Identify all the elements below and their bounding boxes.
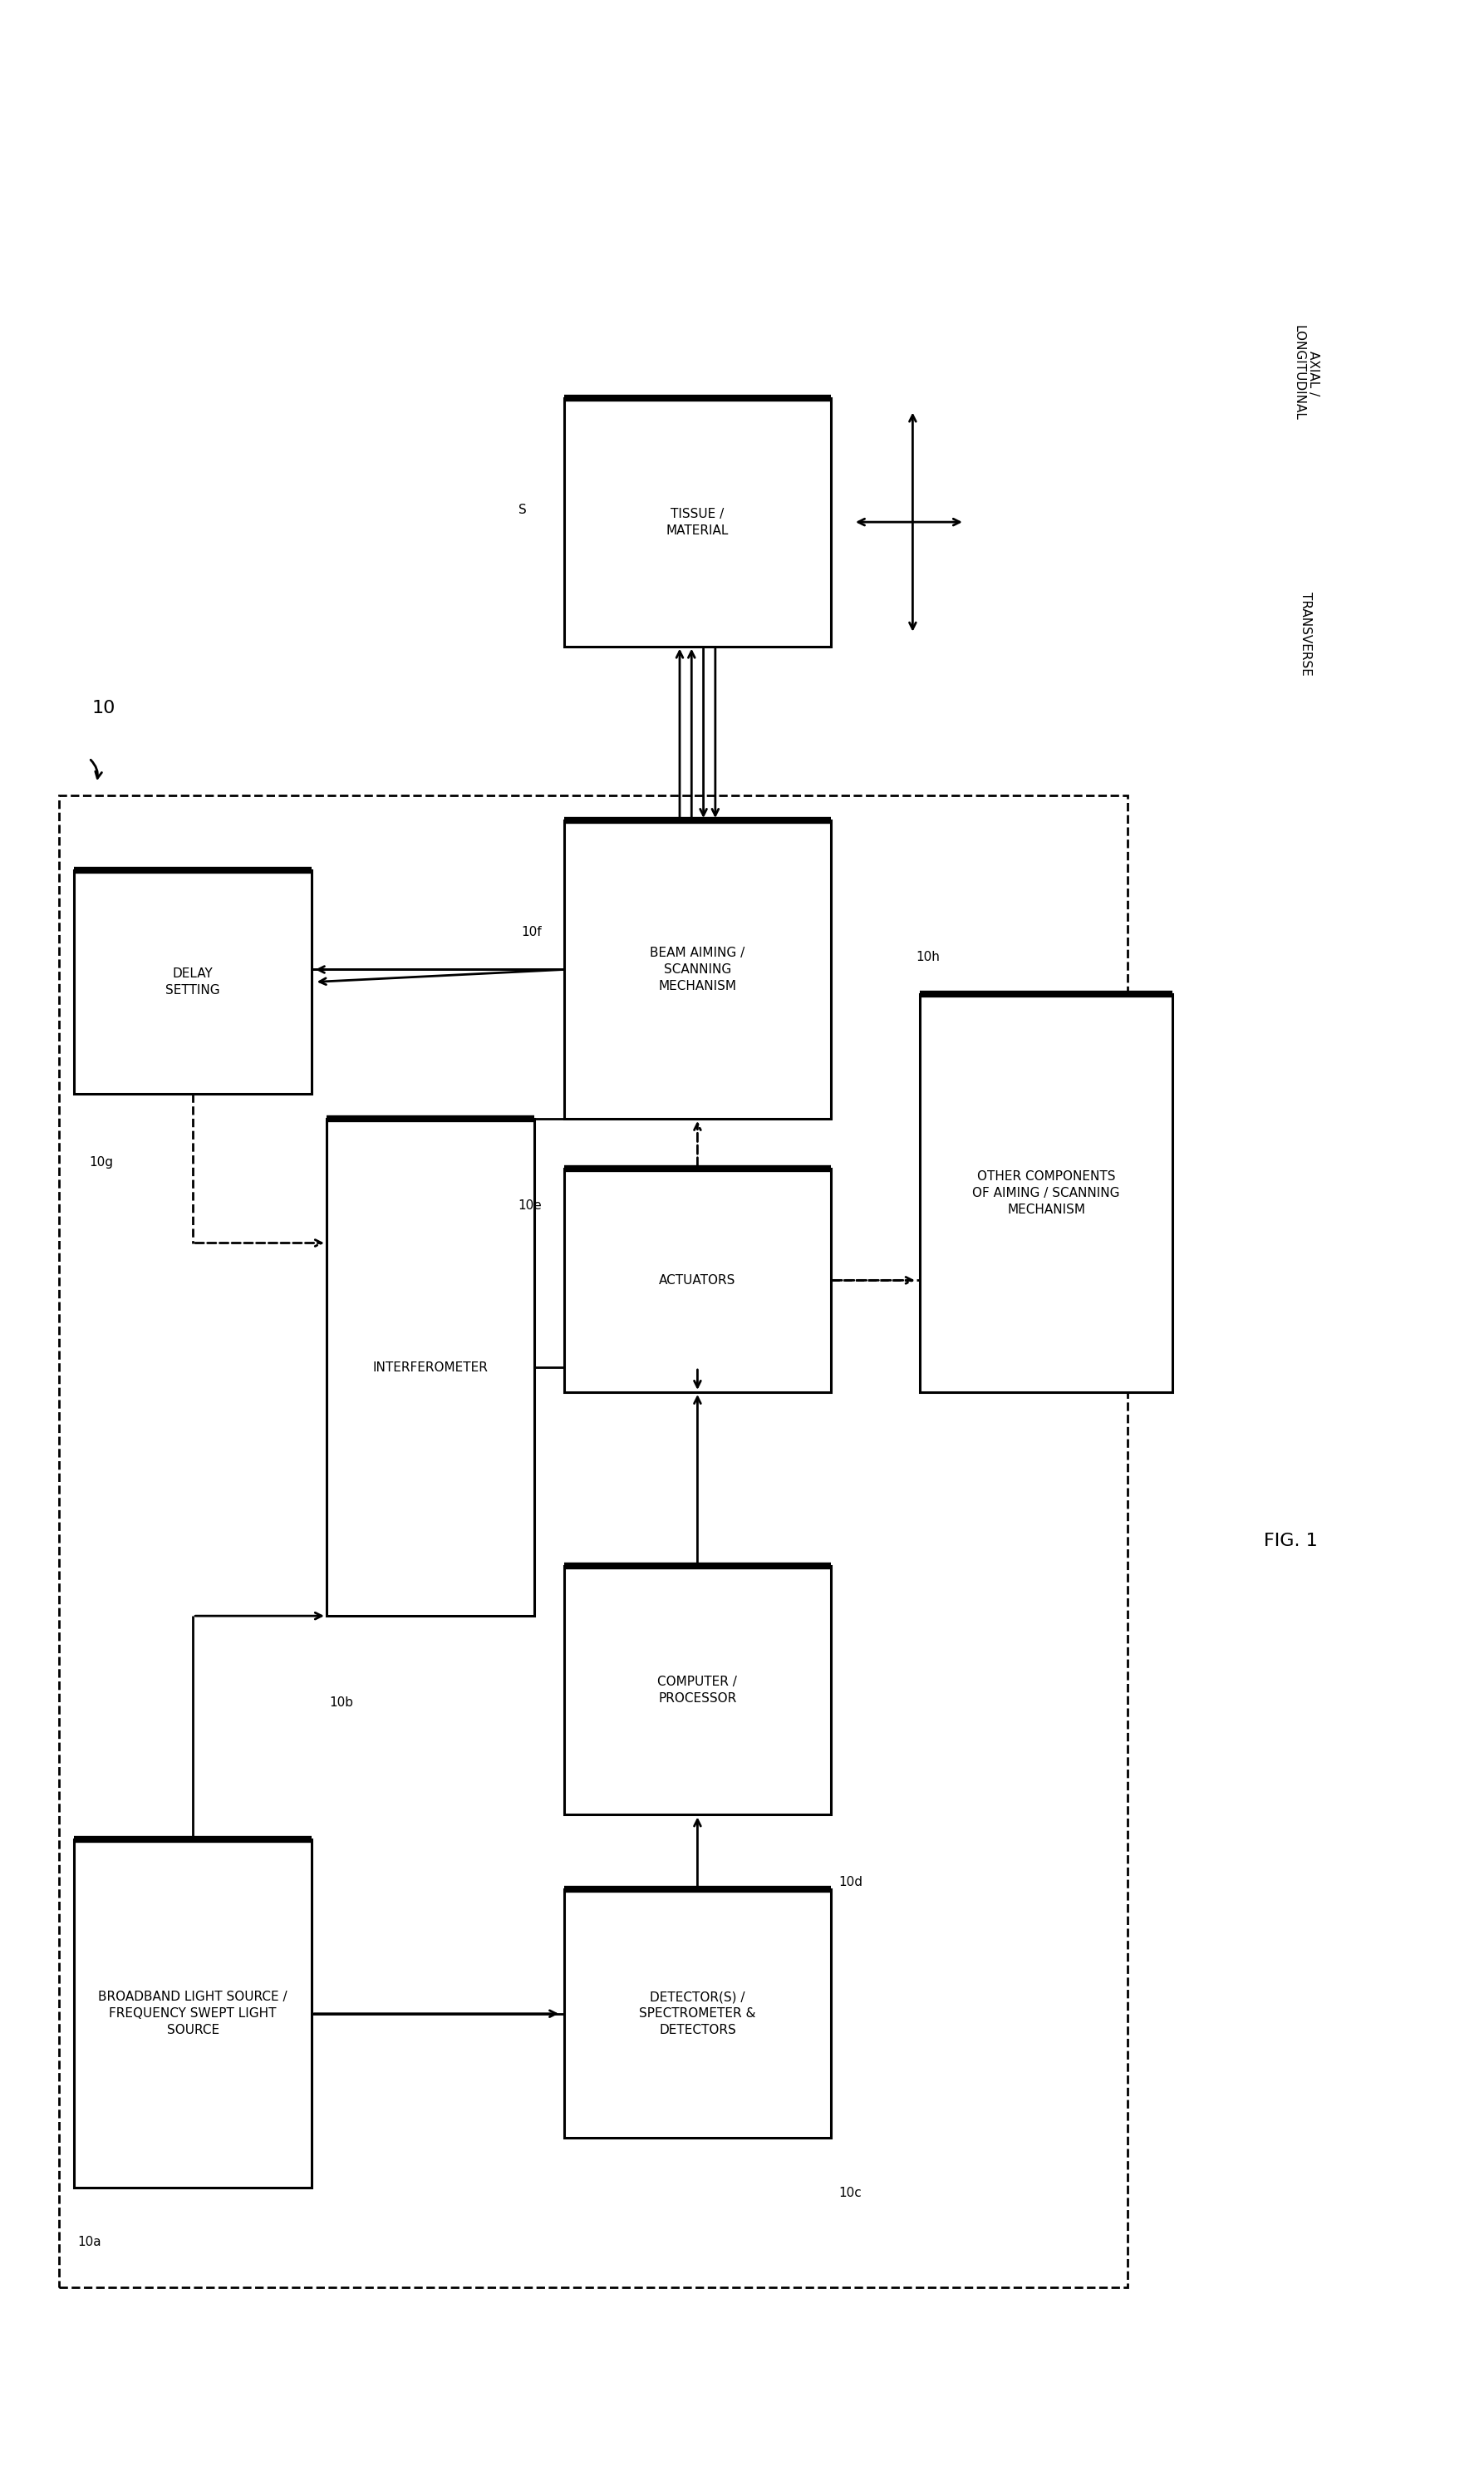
Text: 10: 10 bbox=[92, 701, 116, 716]
Text: 10a: 10a bbox=[77, 2235, 101, 2250]
Text: 10d: 10d bbox=[838, 1874, 862, 1889]
Text: 10e: 10e bbox=[518, 1198, 542, 1213]
Bar bbox=[74, 1840, 312, 2188]
Text: AXIAL /
LONGITUDINAL: AXIAL / LONGITUDINAL bbox=[1293, 326, 1319, 420]
Text: 10g: 10g bbox=[89, 1156, 113, 1168]
Text: DETECTOR(S) /
SPECTROMETER &
DETECTORS: DETECTOR(S) / SPECTROMETER & DETECTORS bbox=[640, 1991, 755, 2036]
Text: S: S bbox=[519, 502, 527, 517]
Text: 10b: 10b bbox=[329, 1695, 353, 1710]
Bar bbox=[326, 1119, 534, 1616]
Text: INTERFEROMETER: INTERFEROMETER bbox=[372, 1360, 488, 1375]
Bar bbox=[920, 994, 1172, 1392]
Text: 10c: 10c bbox=[838, 2185, 862, 2200]
Text: FIG. 1: FIG. 1 bbox=[1264, 1534, 1318, 1549]
Bar bbox=[74, 870, 312, 1094]
Bar bbox=[564, 398, 831, 646]
Text: TISSUE /
MATERIAL: TISSUE / MATERIAL bbox=[666, 507, 729, 537]
Text: COMPUTER /
PROCESSOR: COMPUTER / PROCESSOR bbox=[657, 1676, 738, 1705]
Bar bbox=[564, 1168, 831, 1392]
Text: 10f: 10f bbox=[521, 925, 542, 940]
Text: ACTUATORS: ACTUATORS bbox=[659, 1273, 736, 1288]
Bar bbox=[564, 1566, 831, 1815]
Text: BEAM AIMING /
SCANNING
MECHANISM: BEAM AIMING / SCANNING MECHANISM bbox=[650, 947, 745, 992]
Text: TRANSVERSE: TRANSVERSE bbox=[1300, 592, 1312, 676]
Text: OTHER COMPONENTS
OF AIMING / SCANNING
MECHANISM: OTHER COMPONENTS OF AIMING / SCANNING ME… bbox=[972, 1171, 1120, 1216]
Text: 10h: 10h bbox=[916, 950, 939, 965]
Text: DELAY
SETTING: DELAY SETTING bbox=[166, 967, 220, 997]
Text: BROADBAND LIGHT SOURCE /
FREQUENCY SWEPT LIGHT
SOURCE: BROADBAND LIGHT SOURCE / FREQUENCY SWEPT… bbox=[98, 1991, 288, 2036]
Bar bbox=[59, 796, 1128, 2287]
Bar bbox=[564, 1889, 831, 2138]
Bar bbox=[564, 820, 831, 1119]
